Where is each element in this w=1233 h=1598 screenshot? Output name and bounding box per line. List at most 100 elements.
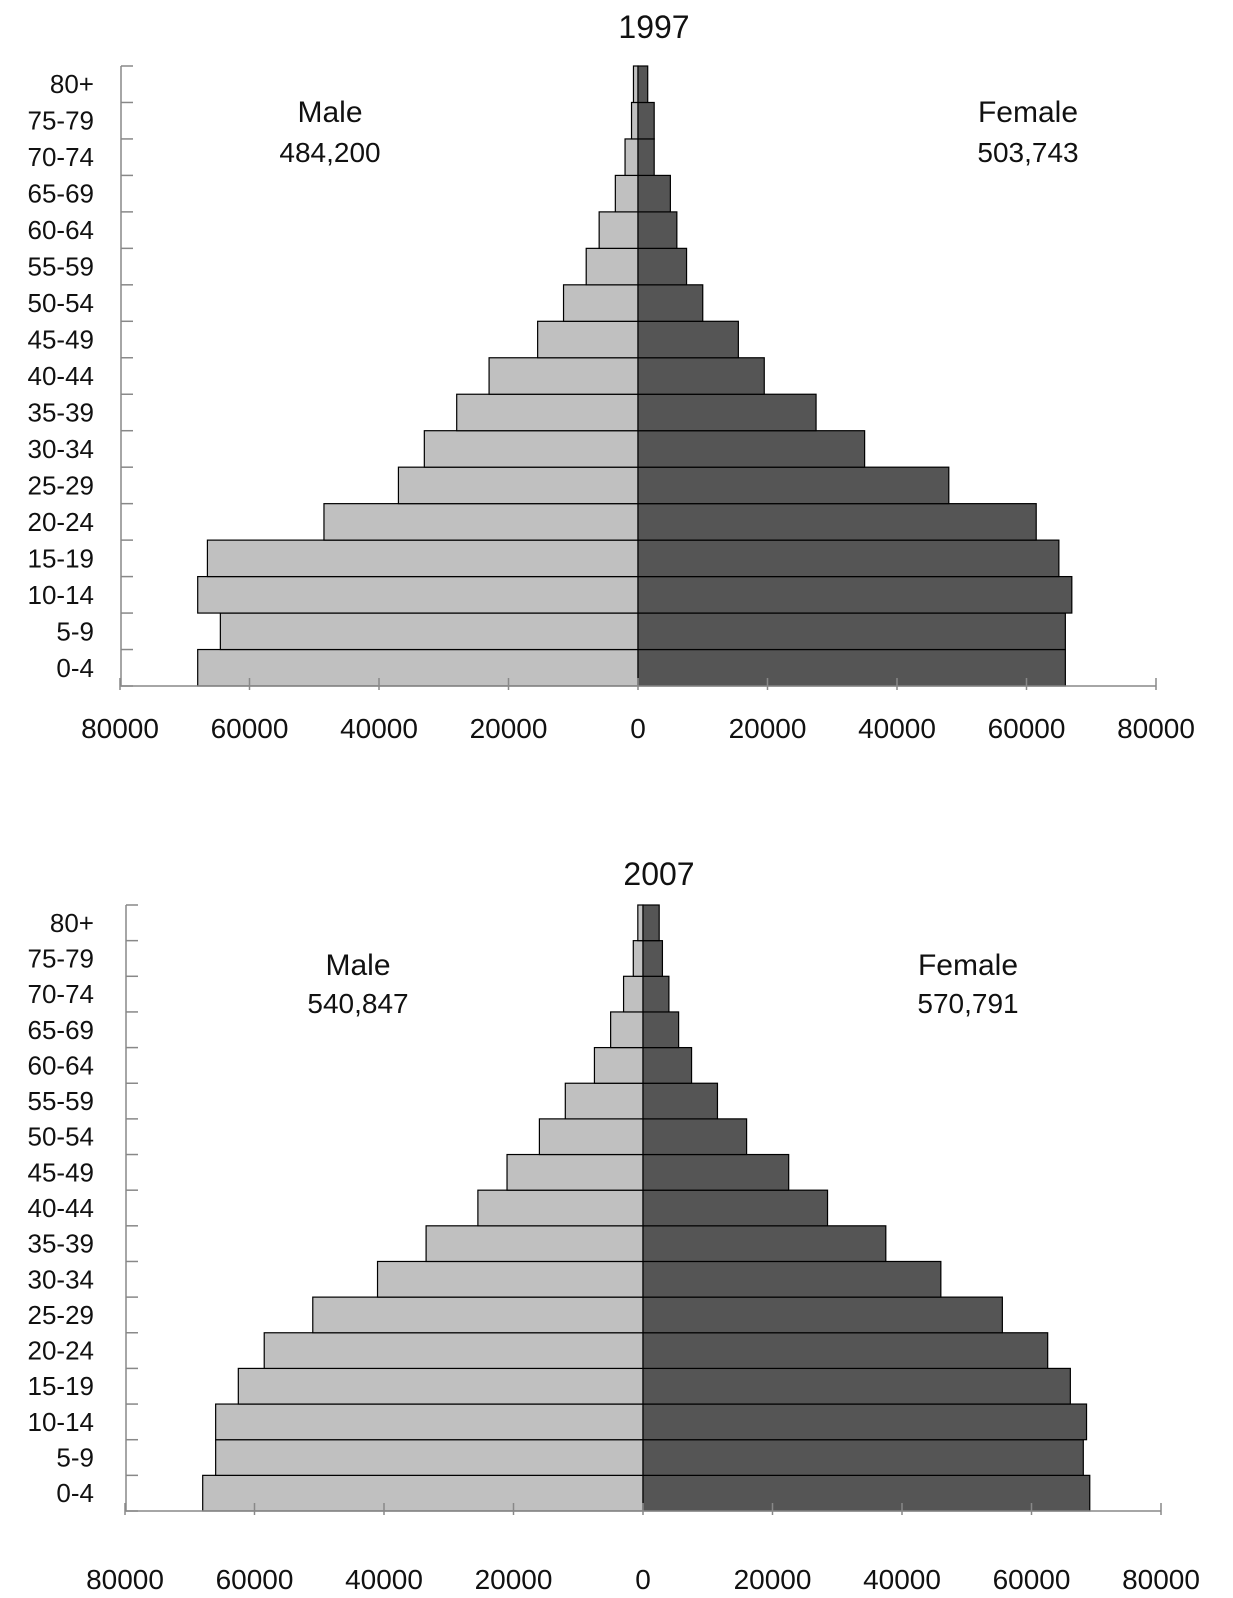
bar-female-30-34 xyxy=(642,1260,942,1298)
bar-female-65-69 xyxy=(637,174,671,213)
x-tick-label: 40000 xyxy=(345,1564,423,1595)
bar-male-70-74 xyxy=(624,138,639,177)
bar-female-45-49 xyxy=(642,1153,790,1191)
bar-female-55-59 xyxy=(642,1082,719,1120)
bar-male-35-39 xyxy=(425,1225,644,1263)
bar-female-10-14 xyxy=(642,1403,1088,1441)
y-tick-label: 80+ xyxy=(50,908,94,938)
bar-female-70-74 xyxy=(637,138,655,177)
y-tick-label: 35-39 xyxy=(28,1229,95,1259)
male-label: Male xyxy=(325,949,390,982)
bar-female-60-64 xyxy=(637,211,678,249)
y-tick-label: 50-54 xyxy=(28,1122,95,1152)
x-tick-label: 40000 xyxy=(340,713,418,744)
chart-title: 2007 xyxy=(623,856,694,892)
bar-female-5-9 xyxy=(637,612,1066,651)
y-tick-label: 10-14 xyxy=(28,1407,95,1437)
bar-male-70-74 xyxy=(622,975,644,1013)
bar-male-45-49 xyxy=(506,1153,644,1191)
bar-female-70-74 xyxy=(642,975,670,1013)
bar-male-10-14 xyxy=(215,1403,644,1441)
bar-male-40-44 xyxy=(477,1189,644,1227)
bar-female-80+ xyxy=(642,904,660,942)
y-tick-label: 70-74 xyxy=(28,142,95,172)
bar-male-5-9 xyxy=(219,612,639,651)
x-tick-label: 40000 xyxy=(863,1564,941,1595)
y-tick-label: 30-34 xyxy=(28,434,95,464)
bar-male-50-54 xyxy=(562,284,639,322)
bar-female-20-24 xyxy=(637,503,1037,541)
bar-female-15-19 xyxy=(637,539,1060,578)
y-tick-label: 0-4 xyxy=(56,653,94,683)
x-tick-label: 0 xyxy=(630,713,646,744)
y-tick-label: 25-29 xyxy=(28,1300,95,1330)
bar-female-65-69 xyxy=(642,1011,680,1049)
bar-female-80+ xyxy=(637,65,649,104)
y-tick-label: 35-39 xyxy=(28,397,95,427)
bar-female-0-4 xyxy=(637,648,1066,687)
y-tick-label: 45-49 xyxy=(28,1157,95,1187)
bar-female-5-9 xyxy=(642,1439,1084,1476)
bar-female-20-24 xyxy=(642,1332,1049,1370)
bar-female-10-14 xyxy=(637,575,1073,614)
bar-male-65-69 xyxy=(610,1011,644,1049)
pyramid-1997-svg: 1997 0-4 5-9 10-14 15-19 20-24 25-29 30-34 35-39… xyxy=(28,9,1195,744)
bar-male-65-69 xyxy=(614,174,639,213)
bar-male-75-79 xyxy=(630,101,639,140)
y-tick-label: 15-19 xyxy=(28,1371,95,1401)
bar-male-10-14 xyxy=(197,575,639,614)
bar-male-5-9 xyxy=(215,1439,644,1476)
bar-male-80+ xyxy=(637,904,644,942)
bar-male-55-59 xyxy=(564,1082,644,1120)
bar-male-20-24 xyxy=(263,1332,644,1370)
bar-male-40-44 xyxy=(488,357,639,395)
bar-male-25-29 xyxy=(312,1296,644,1334)
x-tick-label: 0 xyxy=(635,1564,651,1595)
bar-male-80+ xyxy=(632,65,639,104)
female-total: 503,743 xyxy=(977,137,1078,168)
y-tick-label: 55-59 xyxy=(28,252,95,282)
chart-title: 1997 xyxy=(618,9,689,45)
y-tick-label: 30-34 xyxy=(28,1264,95,1294)
female-label: Female xyxy=(918,949,1018,982)
bar-male-45-49 xyxy=(537,320,639,359)
bar-male-30-34 xyxy=(423,430,639,468)
bar-female-40-44 xyxy=(637,357,765,395)
y-tick-label: 60-64 xyxy=(28,215,95,245)
y-tick-label: 55-59 xyxy=(28,1086,95,1116)
x-tick-label: 20000 xyxy=(470,713,548,744)
x-tick-label: 80000 xyxy=(86,1564,164,1595)
x-tick-label: 40000 xyxy=(858,713,936,744)
y-tick-label: 45-49 xyxy=(28,325,95,355)
female-label: Female xyxy=(978,96,1078,129)
male-total: 484,200 xyxy=(279,137,380,168)
bar-female-30-34 xyxy=(637,430,866,468)
y-tick-label: 20-24 xyxy=(28,1336,95,1366)
y-tick-label: 70-74 xyxy=(28,979,95,1009)
bar-female-60-64 xyxy=(642,1046,693,1084)
bar-male-0-4 xyxy=(197,648,639,687)
bar-male-55-59 xyxy=(585,247,639,286)
male-total: 540,847 xyxy=(307,988,408,1019)
y-tick-label: 20-24 xyxy=(28,507,95,537)
bar-female-45-49 xyxy=(637,320,739,359)
y-tick-label: 65-69 xyxy=(28,1015,95,1045)
bar-female-35-39 xyxy=(637,393,817,432)
bar-male-50-54 xyxy=(538,1118,644,1156)
bar-female-25-29 xyxy=(642,1296,1003,1334)
y-tick-label: 75-79 xyxy=(28,943,95,973)
bar-female-0-4 xyxy=(642,1474,1091,1512)
y-tick-label: 60-64 xyxy=(28,1050,95,1080)
x-tick-label: 20000 xyxy=(734,1564,812,1595)
female-total: 570,791 xyxy=(917,988,1018,1019)
bar-male-15-19 xyxy=(206,539,639,578)
x-tick-label: 60000 xyxy=(988,713,1066,744)
bar-male-35-39 xyxy=(456,393,639,432)
bar-female-55-59 xyxy=(637,247,688,286)
population-pyramid-2007: 2007 0-4 5-9 10-14 15-19 20-24 25-29 30-34 35-39… xyxy=(0,855,1233,1598)
population-pyramid-1997: 1997 0-4 5-9 10-14 15-19 20-24 25-29 30-34 35-39… xyxy=(0,0,1233,790)
bar-female-35-39 xyxy=(642,1225,887,1263)
bar-female-50-54 xyxy=(642,1118,748,1156)
x-tick-label: 20000 xyxy=(475,1564,553,1595)
y-tick-label: 75-79 xyxy=(28,106,95,136)
